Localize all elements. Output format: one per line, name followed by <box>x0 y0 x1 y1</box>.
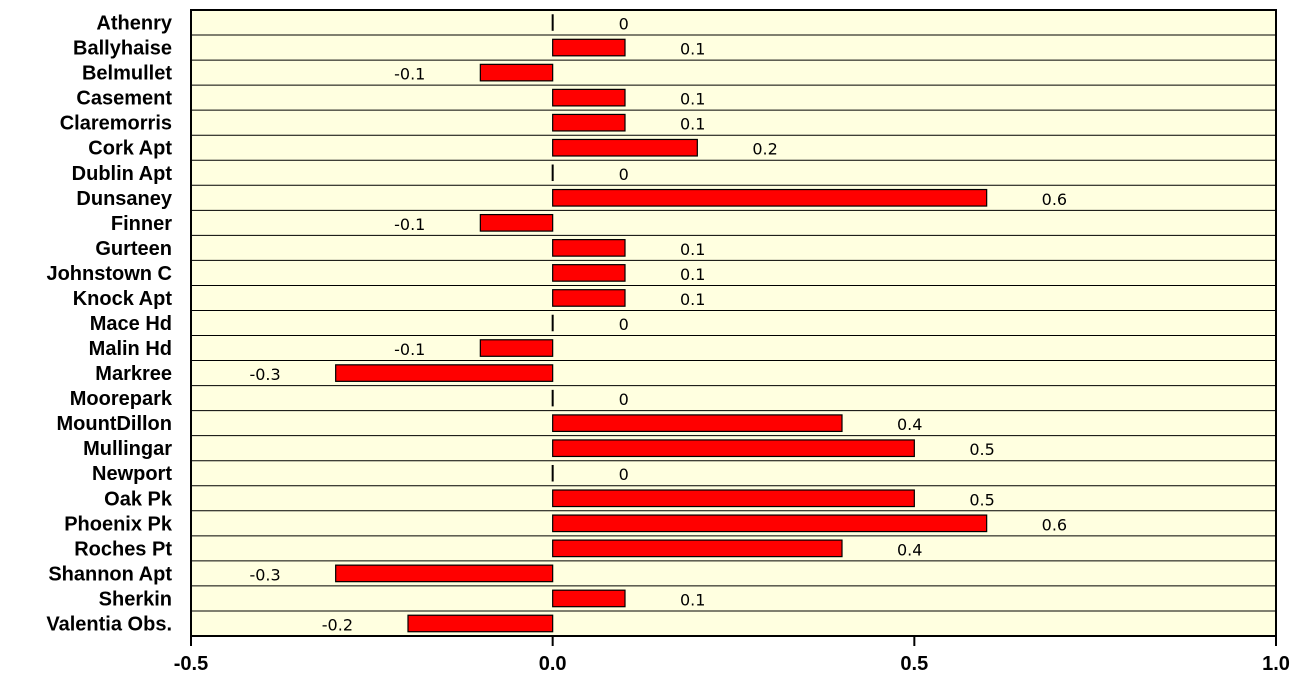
bar <box>552 38 626 57</box>
bar <box>552 138 698 157</box>
category-label: Valentia Obs. <box>46 613 172 635</box>
data-label: 0.1 <box>680 240 705 259</box>
category-label: Cork Apt <box>88 138 172 160</box>
bars-group <box>335 14 988 633</box>
bar <box>479 63 554 82</box>
data-label: 0.1 <box>680 40 705 59</box>
data-label: 0.1 <box>680 115 705 134</box>
data-label: 0.1 <box>680 290 705 309</box>
category-label: Newport <box>92 463 172 485</box>
category-label: Sherkin <box>99 588 172 610</box>
category-label: Malin Hd <box>89 338 172 360</box>
data-label: 0.5 <box>969 490 994 509</box>
bar <box>479 213 554 232</box>
bar <box>552 289 626 307</box>
data-label: 0 <box>619 465 629 484</box>
bar <box>552 264 626 282</box>
category-label: Dunsaney <box>76 188 172 210</box>
data-label: 0.2 <box>752 140 777 159</box>
category-label: Dublin Apt <box>72 163 173 185</box>
data-label: 0.1 <box>680 265 705 284</box>
bar <box>552 514 988 533</box>
category-label: Belmullet <box>82 63 172 85</box>
value-labels-group: 0 0.1 -0.1 0.1 0.1 0.2 0 0.6 -0.1 0.1 0.1 0.1 0 -0.1 -… <box>249 15 1067 635</box>
bar <box>552 113 626 132</box>
data-label: 0 <box>619 390 629 409</box>
data-label: 0.1 <box>680 590 705 609</box>
category-label: Athenry <box>96 13 172 35</box>
category-label: Mullingar <box>83 438 172 460</box>
category-label: Moorepark <box>70 388 173 410</box>
data-label: -0.3 <box>249 365 280 384</box>
x-tick-label: 0.5 <box>900 653 928 675</box>
category-label: Finner <box>111 213 172 235</box>
row-separators <box>191 34 1276 612</box>
category-label: Gurteen <box>95 238 172 260</box>
bar <box>479 339 554 357</box>
x-axis: -0.5 0.0 0.5 1.0 <box>174 636 1290 675</box>
x-tick-label: -0.5 <box>174 653 208 675</box>
data-label: -0.2 <box>322 615 353 634</box>
category-label: Casement <box>76 88 172 110</box>
category-label: Ballyhaise <box>73 38 172 60</box>
category-label: Roches Pt <box>74 538 172 560</box>
category-label: Phoenix Pk <box>64 513 173 535</box>
data-label: 0 <box>619 315 629 334</box>
data-label: 0.4 <box>897 540 922 559</box>
bar <box>407 614 554 633</box>
bar <box>552 414 843 433</box>
bar <box>552 239 626 257</box>
bar <box>552 88 626 107</box>
bar <box>335 364 554 382</box>
data-label: -0.3 <box>249 565 280 584</box>
data-label: -0.1 <box>394 215 425 234</box>
data-label: 0 <box>619 165 629 184</box>
bar <box>552 489 915 508</box>
data-label: 0.1 <box>680 90 705 109</box>
data-label: 0 <box>619 15 629 34</box>
bar <box>552 539 843 558</box>
category-label: Johnstown C <box>46 263 172 285</box>
bar <box>335 564 554 583</box>
bar <box>552 188 988 207</box>
data-label: 0.6 <box>1042 515 1067 534</box>
category-label: Knock Apt <box>73 288 173 310</box>
data-label: 0.6 <box>1042 190 1067 209</box>
category-labels-group: Athenry Ballyhaise Belmullet Casement Clarem… <box>46 13 172 636</box>
data-label: 0.4 <box>897 415 922 434</box>
data-label: 0.5 <box>969 440 994 459</box>
category-label: Shannon Apt <box>48 563 172 585</box>
data-label: -0.1 <box>394 65 425 84</box>
plot-frame <box>190 9 1277 637</box>
bar <box>552 589 626 608</box>
x-tick-label: 0.0 <box>539 653 567 675</box>
data-label: -0.1 <box>394 340 425 359</box>
category-label: Markree <box>95 363 172 385</box>
category-label: Oak Pk <box>104 488 173 510</box>
category-label: Claremorris <box>60 113 172 135</box>
category-label: Mace Hd <box>90 313 172 335</box>
bar <box>552 439 915 458</box>
x-tick-label: 1.0 <box>1262 653 1290 675</box>
category-label: MountDillon <box>56 413 172 435</box>
